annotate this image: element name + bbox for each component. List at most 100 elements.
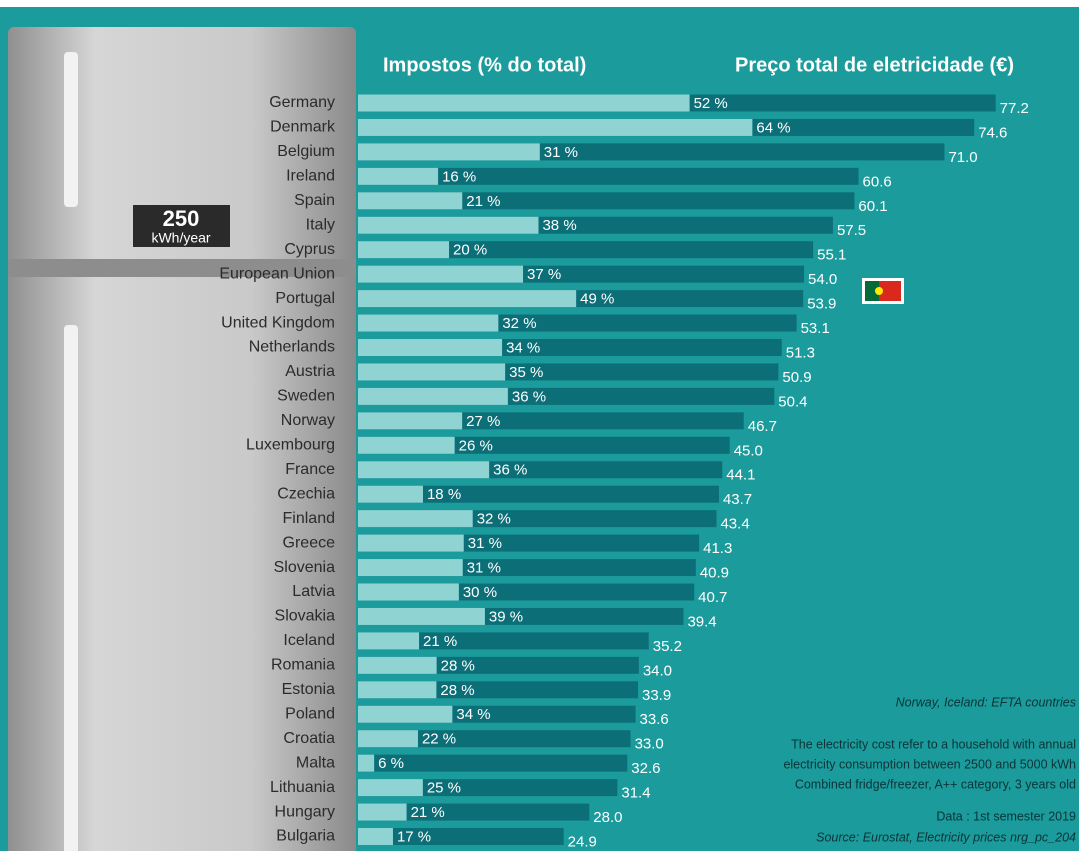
category-label: Slovenia bbox=[274, 559, 335, 576]
total-label: 40.9 bbox=[700, 565, 729, 582]
tax-label: 30 % bbox=[463, 584, 497, 601]
category-label: Ireland bbox=[286, 168, 335, 185]
fridge-handle bbox=[64, 325, 78, 855]
tax-label: 36 % bbox=[493, 462, 527, 479]
total-label: 32.6 bbox=[631, 760, 660, 777]
total-label: 74.6 bbox=[978, 124, 1007, 141]
tax-label: 37 % bbox=[527, 266, 561, 283]
bar-tax bbox=[358, 192, 463, 210]
flag bbox=[862, 278, 904, 304]
category-label: Germany bbox=[269, 94, 335, 111]
bar-tax bbox=[358, 656, 437, 674]
bar-tax bbox=[358, 339, 503, 356]
tax-label: 52 % bbox=[694, 95, 728, 112]
note: Data : 1st semester 2019 bbox=[936, 809, 1076, 823]
category-label: Sweden bbox=[277, 388, 335, 405]
tax-label: 49 % bbox=[580, 291, 614, 308]
bar-total bbox=[358, 828, 564, 845]
tax-label: 17 % bbox=[397, 828, 431, 845]
tax-label: 27 % bbox=[466, 413, 500, 430]
category-label: Finland bbox=[283, 510, 335, 527]
category-label: France bbox=[285, 461, 335, 478]
tax-label: 21 % bbox=[423, 633, 457, 650]
tax-label: 21 % bbox=[466, 193, 500, 210]
bar-tax bbox=[358, 632, 420, 650]
category-label: Slovakia bbox=[275, 608, 336, 625]
total-label: 57.5 bbox=[837, 222, 866, 239]
total-label: 33.6 bbox=[640, 711, 669, 728]
tax-label: 26 % bbox=[459, 437, 493, 454]
total-label: 31.4 bbox=[621, 785, 650, 802]
bar-total bbox=[358, 754, 628, 772]
category-label: Spain bbox=[294, 192, 335, 209]
bar-tax bbox=[358, 143, 540, 161]
bar-tax bbox=[358, 461, 490, 479]
bar-total bbox=[358, 485, 719, 503]
total-label: 46.7 bbox=[748, 418, 777, 435]
bar-tax bbox=[358, 412, 463, 430]
total-label: 55.1 bbox=[817, 247, 846, 264]
total-label: 40.7 bbox=[698, 589, 727, 606]
tax-label: 21 % bbox=[411, 804, 445, 821]
tax-label: 36 % bbox=[512, 388, 546, 405]
total-label: 33.9 bbox=[642, 687, 671, 704]
bar-tax bbox=[358, 607, 485, 625]
category-label: Poland bbox=[285, 705, 335, 722]
tax-label: 25 % bbox=[427, 780, 461, 797]
bar-tax bbox=[358, 216, 539, 234]
tax-label: 28 % bbox=[440, 682, 474, 699]
tax-label: 6 % bbox=[378, 755, 404, 772]
category-label: Denmark bbox=[270, 119, 336, 136]
total-label: 60.1 bbox=[858, 198, 887, 215]
category-label: Lithuania bbox=[270, 779, 335, 796]
total-label: 43.4 bbox=[720, 516, 749, 533]
bar-tax bbox=[358, 94, 690, 112]
tax-label: 38 % bbox=[542, 217, 576, 234]
total-label: 33.0 bbox=[635, 736, 664, 753]
bar-tax bbox=[358, 754, 375, 772]
tax-label: 64 % bbox=[756, 119, 790, 136]
top-strip bbox=[0, 0, 1079, 7]
total-label: 71.0 bbox=[948, 149, 977, 166]
category-label: Italy bbox=[306, 216, 335, 233]
bar-tax bbox=[358, 705, 453, 723]
category-label: Netherlands bbox=[249, 339, 335, 356]
bar-tax bbox=[358, 779, 423, 797]
bar-total bbox=[358, 730, 631, 748]
tax-label: 32 % bbox=[502, 315, 536, 332]
total-label: 53.1 bbox=[801, 320, 830, 337]
bar-tax bbox=[358, 241, 450, 259]
category-label: Bulgaria bbox=[276, 828, 335, 845]
tax-label: 22 % bbox=[422, 731, 456, 748]
total-label: 54.0 bbox=[808, 271, 837, 288]
fridge-handle bbox=[64, 52, 78, 207]
tax-label: 31 % bbox=[467, 560, 501, 577]
total-label: 28.0 bbox=[593, 809, 622, 826]
total-label: 53.9 bbox=[807, 296, 836, 313]
bar-tax bbox=[358, 363, 506, 381]
category-label: Malta bbox=[296, 754, 335, 771]
tax-label: 16 % bbox=[442, 168, 476, 185]
tax-label: 31 % bbox=[544, 144, 578, 161]
total-label: 60.6 bbox=[863, 173, 892, 190]
category-label: Austria bbox=[285, 363, 335, 380]
highlight-band bbox=[8, 259, 356, 277]
tax-label: 34 % bbox=[456, 706, 490, 723]
category-label: Portugal bbox=[275, 290, 335, 307]
bar-tax bbox=[358, 387, 508, 405]
tax-label: 28 % bbox=[441, 657, 475, 674]
bar-tax bbox=[358, 510, 473, 528]
total-label: 35.2 bbox=[653, 638, 682, 655]
bar-tax bbox=[358, 828, 393, 845]
tax-label: 18 % bbox=[427, 486, 461, 503]
total-label: 44.1 bbox=[726, 467, 755, 484]
category-label: Croatia bbox=[283, 730, 335, 747]
bar-tax bbox=[358, 534, 464, 552]
category-label: Luxembourg bbox=[246, 437, 335, 454]
category-label: Romania bbox=[271, 657, 335, 674]
bar-total bbox=[358, 241, 814, 259]
bar-tax bbox=[358, 730, 418, 748]
tax-label: 20 % bbox=[453, 242, 487, 259]
bar-total bbox=[358, 192, 855, 210]
